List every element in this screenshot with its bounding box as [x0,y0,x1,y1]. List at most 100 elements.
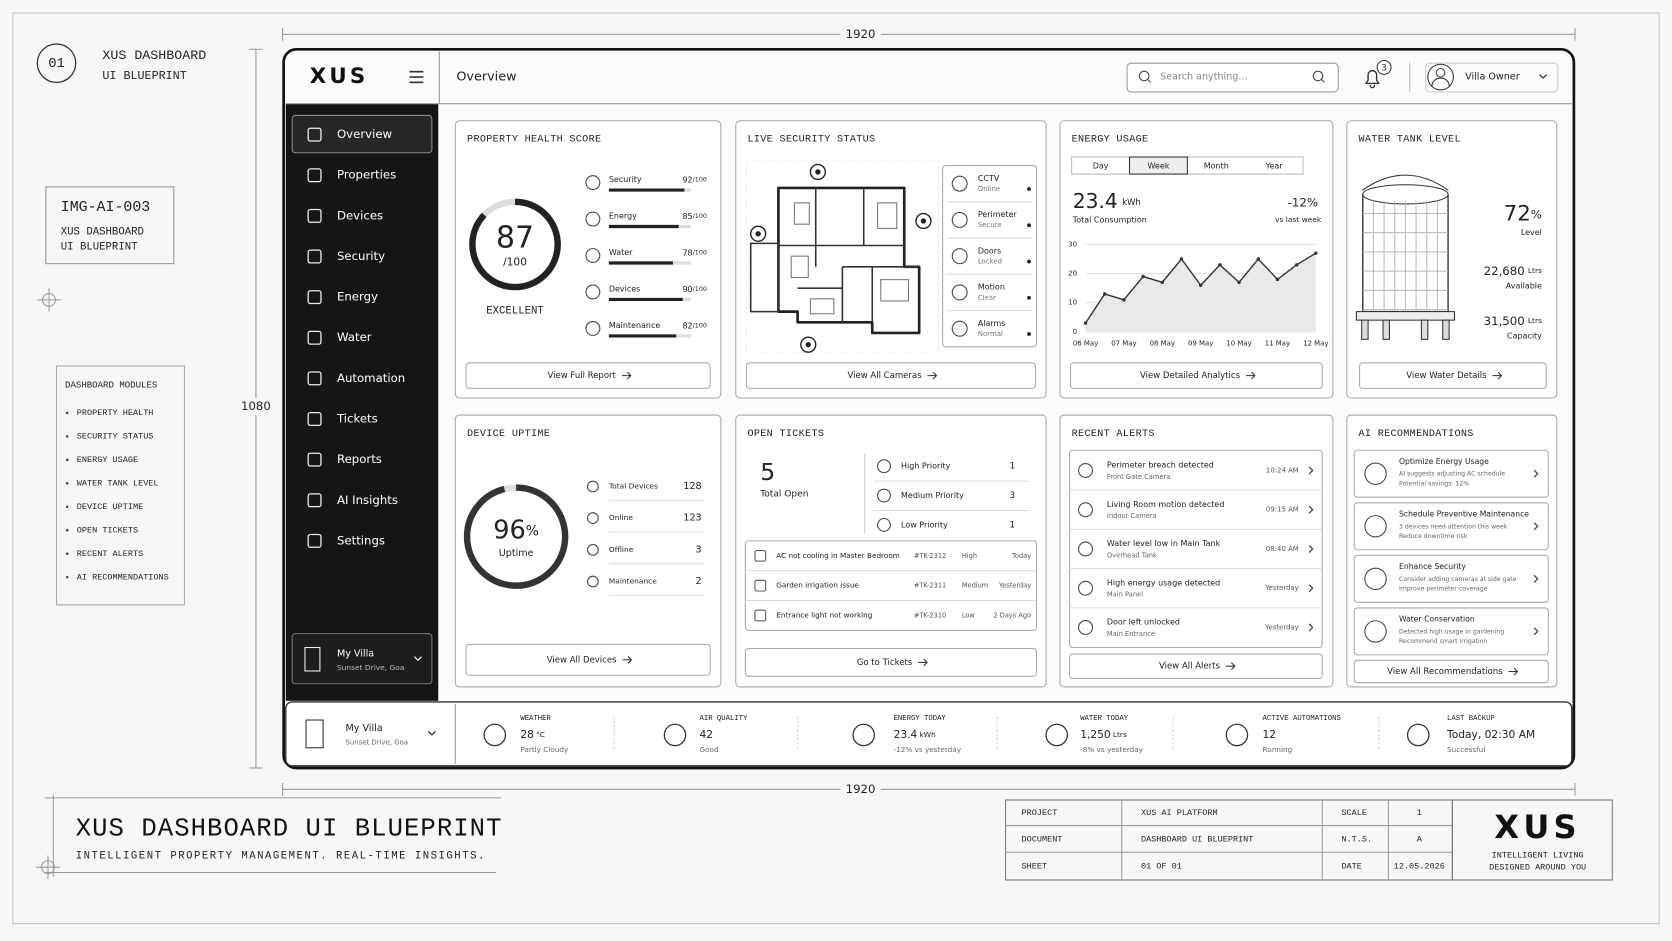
link-label[interactable]: View Full Report [547,371,616,381]
nav-item[interactable]: Automation [337,371,405,385]
chevron-icon [1308,466,1314,475]
uptime-label: Uptime [499,548,534,559]
table-cell: XUS AI PLATFORM [1141,808,1218,818]
ticket-title[interactable]: Garden irrigation issue [776,581,859,590]
table-cell: SCALE [1341,808,1367,818]
link-button[interactable] [1068,653,1323,679]
water-level: 72% [1504,202,1542,227]
nav-item[interactable]: Settings [337,533,385,547]
alert-title[interactable]: Living Room motion detected [1107,500,1225,509]
ticket-date: Yesterday [998,582,1031,590]
status-dot [1027,295,1031,300]
floorplan-wall [749,242,780,313]
recommendation[interactable] [1353,449,1549,498]
search-placeholder[interactable]: Search anything... [1160,72,1247,83]
status-state: Clear [978,294,996,302]
alert-list [1068,449,1323,649]
tab[interactable]: Week [1147,162,1169,171]
nav-item[interactable]: Tickets [336,411,378,425]
dimension-label-bg [840,26,881,42]
alert-title[interactable]: Water level low in Main Tank [1107,539,1221,548]
nav-item[interactable]: Overview [337,127,393,141]
link-label[interactable]: View All Devices [547,655,617,665]
recommendation-icon [1364,567,1387,591]
arrow-icon [918,658,928,667]
user-name[interactable]: Villa Owner [1465,72,1520,83]
point [1218,263,1222,267]
nav-item[interactable]: Water [337,330,372,344]
tab-active [1128,156,1188,175]
arrow-icon [927,371,938,380]
page-title: Overview [456,70,516,85]
label-part: 42 [700,728,714,741]
search-icon [1146,78,1151,83]
link-button[interactable] [465,362,711,389]
alert-time: Yesterday [1264,623,1299,631]
recommendation-detail: Improve perimeter coverage [1399,585,1488,592]
link-button[interactable] [744,648,1038,677]
link-button[interactable] [465,643,711,676]
nav-item[interactable]: Security [337,249,385,263]
alert-title[interactable]: Door left unlocked [1107,618,1180,627]
nav-item[interactable]: Properties [337,168,396,182]
property-switcher[interactable] [291,633,433,685]
status-value: 1,250 Ltrs [1080,728,1127,741]
status-sub: Good [700,745,719,754]
stat-name: Online [609,513,633,522]
link-label[interactable]: View Water Details [1406,371,1487,381]
tank-leg [1442,319,1450,340]
recommendation[interactable] [1353,554,1549,603]
arrow-icon [1225,662,1236,670]
recommendation-detail: AI suggests adjusting AC schedule [1399,471,1505,478]
link-button[interactable] [1070,362,1323,389]
tab[interactable]: Month [1204,162,1229,171]
y-tick-label: 0 [1073,328,1077,336]
point [1256,257,1260,261]
value-label: 78/100 [682,248,706,257]
recommendation[interactable] [1353,502,1549,551]
score-ring [469,198,561,291]
property-name: My Villa [337,648,374,659]
tab[interactable]: Day [1093,162,1109,171]
status-label: ACTIVE AUTOMATIONS [1263,715,1341,723]
bell-icon [1365,69,1380,89]
chevron-icon [1533,522,1539,531]
link-label[interactable]: Go to Tickets [857,658,913,668]
card-title: PROPERTY HEALTH SCORE [467,135,601,146]
tab[interactable]: Year [1265,162,1284,171]
chevron-icon [1308,584,1314,593]
footer-tagline: INTELLIGENT PROPERTY MANAGEMENT. REAL-TI… [76,850,486,862]
search-box[interactable] [1126,62,1339,93]
label-part: /100 [693,248,707,256]
link-label[interactable]: View All Alerts [1159,662,1220,672]
status-dot [1027,332,1031,336]
user-menu[interactable] [1425,62,1559,93]
stat-value: 123 [683,513,701,524]
footer-logo: XUS [1494,808,1580,846]
link-label[interactable]: View Detailed Analytics [1140,371,1241,381]
nav-icon [307,290,322,305]
bullet [65,435,69,438]
tickets-total: 5 [760,458,775,486]
ticket-title[interactable]: Entrance light not working [776,611,872,620]
link-label[interactable]: View All Cameras [847,371,922,381]
link-button[interactable] [1353,659,1549,684]
nav-item[interactable]: Devices [337,208,383,222]
nav-item[interactable]: Energy [337,290,378,304]
recommendation[interactable] [1353,607,1549,656]
alert-title[interactable]: High energy usage detected [1107,578,1220,587]
ticket-title[interactable]: AC not cooling in Master Bedroom [776,551,900,560]
link-label[interactable]: View All Recommendations [1387,667,1503,677]
link-button[interactable] [745,362,1036,389]
label-part: /100 [693,175,707,183]
stat-name: Offline [609,545,634,554]
alert-icon [1078,463,1093,478]
x-tick-label: 08 May [1150,340,1175,348]
stat-name: Total Devices [608,481,658,490]
recommendation-detail: Reduce downtime risk [1399,533,1468,540]
x-tick-label: 09 May [1188,340,1213,348]
link-button[interactable] [1359,362,1547,389]
nav-item[interactable]: AI Insights [337,493,398,507]
nav-item[interactable]: Reports [337,452,382,466]
alert-title[interactable]: Perimeter breach detected [1107,461,1214,470]
